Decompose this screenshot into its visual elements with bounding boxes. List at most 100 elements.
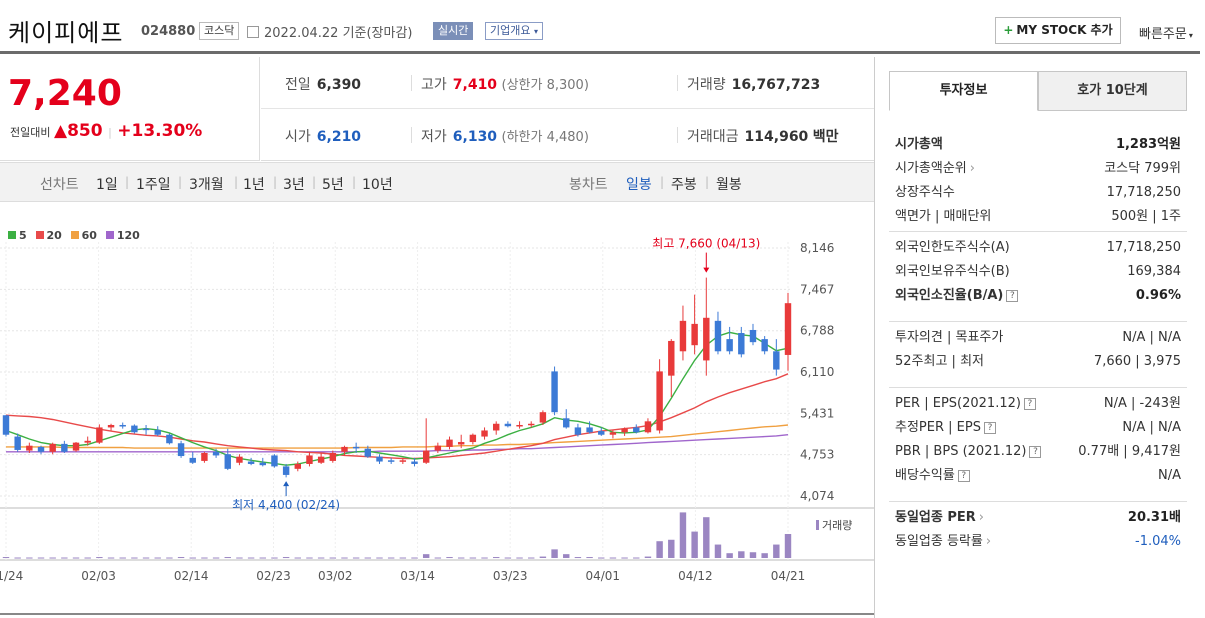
- info-row: PBR | BPS (2021.12)? 0.77배 | 9,417원: [895, 440, 1187, 464]
- candle-body: [726, 339, 733, 352]
- open-value: 6,210: [316, 129, 362, 145]
- ma120-swatch: [105, 231, 114, 239]
- x-tick-label: 03/02: [318, 569, 353, 583]
- ma-legend: 5 20 60 120: [8, 229, 140, 242]
- candle-body: [411, 461, 418, 464]
- candle-body: [399, 460, 407, 462]
- candle-body: [212, 451, 220, 456]
- volume-bar: [14, 557, 21, 559]
- volume: 거래량 16,767,723: [687, 74, 820, 94]
- period-5y[interactable]: 5년: [322, 177, 344, 193]
- info-row: 상장주식수 17,718,250: [895, 181, 1187, 205]
- info-key-text: 시가총액순위: [895, 161, 967, 176]
- ma120-label: 120: [116, 229, 140, 242]
- ma20-label: 20: [46, 229, 62, 242]
- x-tick-label: 02/23: [256, 569, 291, 583]
- amount-value: 114,960: [744, 129, 809, 145]
- volume-bar: [306, 557, 313, 559]
- info-key[interactable]: 시가총액순위 ›: [895, 157, 975, 181]
- current-price: 7,240: [8, 73, 122, 114]
- prev-close: 전일 6,390: [285, 74, 361, 94]
- trade-amount: 거래대금 114,960 백만: [687, 126, 839, 146]
- candle-body: [563, 418, 570, 428]
- volume-bar: [2, 557, 10, 559]
- period-1w[interactable]: 1주일: [136, 177, 171, 193]
- volume-bar: [224, 557, 231, 559]
- info-key: 배당수익률?: [895, 464, 970, 488]
- help-icon[interactable]: ?: [1029, 446, 1042, 458]
- high-arrow-head: [703, 267, 710, 273]
- volume-bar: [714, 544, 722, 558]
- candle-body: [469, 434, 477, 443]
- info-key[interactable]: 동일업종 등락률 ›: [895, 530, 991, 554]
- low-annotation: 최저 4,400 (02/24): [232, 498, 340, 512]
- info-key[interactable]: 동일업종 PER ›: [895, 506, 984, 530]
- help-icon[interactable]: ?: [1006, 290, 1019, 302]
- info-key-text: 외국인보유주식수(B): [895, 264, 1010, 279]
- help-icon[interactable]: ?: [1023, 398, 1036, 410]
- quick-order-label: 빠른주문: [1139, 27, 1187, 42]
- low-price: 저가 6,130 (하한가 4,480): [421, 126, 589, 146]
- candle-body: [528, 423, 535, 426]
- candle-body: [504, 423, 512, 427]
- candle-body: [177, 443, 185, 457]
- candle-body: [516, 424, 523, 427]
- volume-bar: [609, 557, 617, 559]
- change-percent: +13.30%: [117, 121, 203, 141]
- candle-body: [294, 463, 302, 469]
- add-mystock-label: MY STOCK 추가: [1016, 23, 1113, 37]
- candle-weekly[interactable]: 주봉: [671, 177, 697, 193]
- x-tick-label: 04/21: [771, 569, 806, 583]
- low-label: 저가: [421, 129, 447, 145]
- volume-bar: [703, 517, 710, 558]
- info-row: 동일업종 등락률 › -1.04%: [895, 530, 1187, 554]
- realtime-badge[interactable]: 실시간: [433, 22, 474, 40]
- volume-bar: [142, 557, 150, 559]
- candle-body: [703, 317, 710, 361]
- volume-bar: [364, 557, 372, 559]
- candle-chart-label: 봉차트: [569, 177, 608, 193]
- ma20-swatch: [35, 231, 44, 239]
- price-change: 전일대비 ▲850 | +13.30%: [10, 121, 202, 141]
- candle-body: [72, 442, 80, 451]
- period-10y[interactable]: 10년: [362, 177, 393, 193]
- info-row: 외국인보유주식수(B) 169,384: [895, 260, 1187, 284]
- info-row: 외국인소진율(B/A)? 0.96%: [895, 284, 1187, 308]
- volume-bar: [749, 552, 757, 558]
- period-3m[interactable]: 3개월: [189, 177, 224, 193]
- tab-order-book[interactable]: 호가 10단계: [1038, 71, 1187, 111]
- period-3y[interactable]: 3년: [283, 177, 305, 193]
- info-value: 17,718,250: [1106, 240, 1181, 255]
- volume-bar: [317, 557, 325, 559]
- add-mystock-button[interactable]: + MY STOCK 추가: [995, 17, 1121, 44]
- period-1y[interactable]: 1년: [243, 177, 265, 193]
- info-group5: 동일업종 PER › 20.31배 동일업종 등락률 › -1.04%: [889, 501, 1187, 554]
- quick-order-button[interactable]: 빠른주문 ▾: [1139, 23, 1193, 42]
- candle-body: [492, 423, 500, 431]
- info-tabs: 투자정보 호가 10단계: [889, 71, 1187, 111]
- info-row: 액면가 | 매매단위 500원 | 1주: [895, 205, 1187, 229]
- tab-invest-info[interactable]: 투자정보: [889, 71, 1038, 111]
- candle-body: [668, 340, 675, 376]
- info-value: 1,283억원: [1115, 137, 1181, 152]
- chart-period-bar: 선차트 1일 | 1주일 | 3개월 | 1년 | 3년 | 5년 | 10년 …: [0, 162, 874, 202]
- candle-body: [119, 424, 126, 427]
- help-icon[interactable]: ?: [957, 470, 970, 482]
- candle-body: [14, 436, 21, 450]
- candle-body: [189, 457, 196, 463]
- candle-daily[interactable]: 일봉: [626, 177, 652, 193]
- info-value: 0.96%: [1135, 288, 1181, 303]
- invest-info-panel: 투자정보 호가 10단계 시가총액 1,283억원 시가총액순위 › 코스닥 799위 상…: [874, 57, 1200, 618]
- volume-bar: [131, 557, 138, 559]
- volume-bar: [457, 557, 465, 559]
- price-chart[interactable]: 8,146 7,467 6,788 6,110 5,431 4,753 4,074 01/24…: [0, 202, 874, 618]
- candle-monthly[interactable]: 월봉: [716, 177, 742, 193]
- x-tick-label: 03/14: [400, 569, 435, 583]
- candle-body: [107, 424, 115, 428]
- volume-bar: [376, 557, 383, 559]
- info-value: N/A | N/A: [1122, 330, 1181, 345]
- help-icon[interactable]: ?: [983, 422, 996, 434]
- period-1d[interactable]: 1일: [96, 177, 118, 193]
- company-overview-dropdown[interactable]: 기업개요 ▾: [485, 22, 543, 40]
- volume-bar: [679, 512, 687, 558]
